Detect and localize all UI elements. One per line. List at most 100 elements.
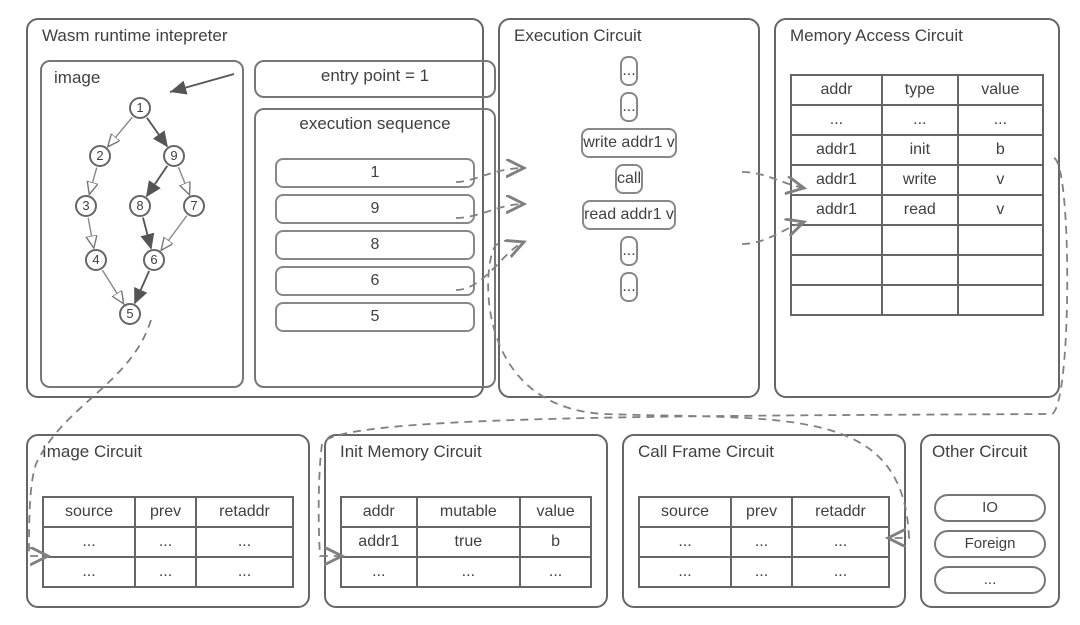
cell (791, 255, 882, 285)
cell: ... (43, 527, 135, 557)
cell: ... (792, 557, 889, 587)
graph-node: 9 (163, 145, 185, 167)
cell: v (958, 195, 1043, 225)
cell (958, 285, 1043, 315)
cell: ... (417, 557, 521, 587)
exec-row: ... (620, 272, 637, 302)
graph-node: 6 (143, 249, 165, 271)
col-header: value (520, 497, 591, 527)
exec-row: write addr1 v (581, 128, 677, 158)
panel-wasm: Wasm runtime intepreter image 123456789 … (26, 18, 484, 398)
table-image-circuit: sourceprevretaddr.................. (42, 496, 294, 588)
exec-seq-box: execution sequence 1 9 8 6 5 (254, 108, 496, 388)
exec-seq-item: 1 (275, 158, 475, 188)
col-header: value (958, 75, 1043, 105)
col-header: retaddr (792, 497, 889, 527)
cell: b (958, 135, 1043, 165)
graph-node: 3 (75, 195, 97, 217)
cell: ... (196, 527, 293, 557)
title-callfr: Call Frame Circuit (638, 442, 774, 462)
exec-seq-item: 5 (275, 302, 475, 332)
cell: init (882, 135, 958, 165)
exec-seq-item: 9 (275, 194, 475, 224)
panel-other: Other Circuit IOForeign... (920, 434, 1060, 608)
cell: ... (341, 557, 417, 587)
cell: ... (731, 557, 792, 587)
other-item: IO (934, 494, 1046, 522)
panel-callfr: Call Frame Circuit sourceprevretaddr....… (622, 434, 906, 608)
cell: ... (135, 557, 196, 587)
cell: ... (135, 527, 196, 557)
cell: ... (731, 527, 792, 557)
entry-point-label: entry point = 1 (256, 62, 494, 86)
cell (882, 285, 958, 315)
graph-node: 2 (89, 145, 111, 167)
cell: ... (639, 557, 731, 587)
col-header: addr (791, 75, 882, 105)
cell: ... (639, 527, 731, 557)
panel-memacc: Memory Access Circuit addrtypevalue.....… (774, 18, 1060, 398)
cell: ... (958, 105, 1043, 135)
table-callfr: sourceprevretaddr.................. (638, 496, 890, 588)
exec-seq-label: execution sequence (256, 110, 494, 134)
exec-seq-rows: 1 9 8 6 5 (270, 158, 480, 332)
graph-node: 4 (85, 249, 107, 271)
cell (791, 225, 882, 255)
image-box: image 123456789 (40, 60, 244, 388)
cell: addr1 (791, 165, 882, 195)
cell: true (417, 527, 521, 557)
col-header: type (882, 75, 958, 105)
cell: ... (792, 527, 889, 557)
cell: b (520, 527, 591, 557)
graph-node: 8 (129, 195, 151, 217)
exec-seq-item: 8 (275, 230, 475, 260)
panel-exec: Execution Circuit ...... write addr1 v cal… (498, 18, 760, 398)
table-initmem: addrmutablevalue addr1trueb......... (340, 496, 592, 588)
cell: ... (882, 105, 958, 135)
other-items: IOForeign... (934, 494, 1046, 594)
cell: v (958, 165, 1043, 195)
table-memacc: addrtypevalue.........addr1initbaddr1wri… (790, 74, 1044, 316)
exec-row: ... (620, 92, 637, 122)
cell: addr1 (791, 135, 882, 165)
title-initmem: Init Memory Circuit (340, 442, 482, 462)
cell (882, 225, 958, 255)
graph-node: 5 (119, 303, 141, 325)
cell: ... (791, 105, 882, 135)
cell: addr1 (791, 195, 882, 225)
cell: ... (520, 557, 591, 587)
canvas: Wasm runtime intepreter image 123456789 … (4, 4, 1080, 621)
cell: ... (196, 557, 293, 587)
exec-row: ... (620, 236, 637, 266)
title-memacc: Memory Access Circuit (790, 26, 963, 46)
cell: read (882, 195, 958, 225)
exec-seq-item: 6 (275, 266, 475, 296)
panel-image-circuit: Image Circuit sourceprevretaddr.........… (26, 434, 310, 608)
exec-rows: ...... write addr1 v call read addr1 v.....… (514, 56, 744, 302)
title-wasm: Wasm runtime intepreter (42, 26, 227, 46)
col-header: retaddr (196, 497, 293, 527)
cell (958, 225, 1043, 255)
col-header: source (43, 497, 135, 527)
graph-node: 7 (183, 195, 205, 217)
panel-initmem: Init Memory Circuit addrmutablevalueaddr… (324, 434, 608, 608)
exec-row: read addr1 v (582, 200, 676, 230)
cell (958, 255, 1043, 285)
graph-area: 1 2 3 4 5 6 7 8 9 (42, 62, 242, 386)
cell (791, 285, 882, 315)
cell: write (882, 165, 958, 195)
col-header: mutable (417, 497, 521, 527)
title-image-circuit: Image Circuit (42, 442, 142, 462)
other-item: Foreign (934, 530, 1046, 558)
graph-node: 1 (129, 97, 151, 119)
col-header: addr (341, 497, 417, 527)
entry-point-box: entry point = 1 (254, 60, 496, 98)
cell (882, 255, 958, 285)
exec-row: call (615, 164, 643, 194)
col-header: prev (135, 497, 196, 527)
exec-row: ... (620, 56, 637, 86)
cell: ... (43, 557, 135, 587)
col-header: prev (731, 497, 792, 527)
cell: addr1 (341, 527, 417, 557)
title-exec: Execution Circuit (514, 26, 642, 46)
